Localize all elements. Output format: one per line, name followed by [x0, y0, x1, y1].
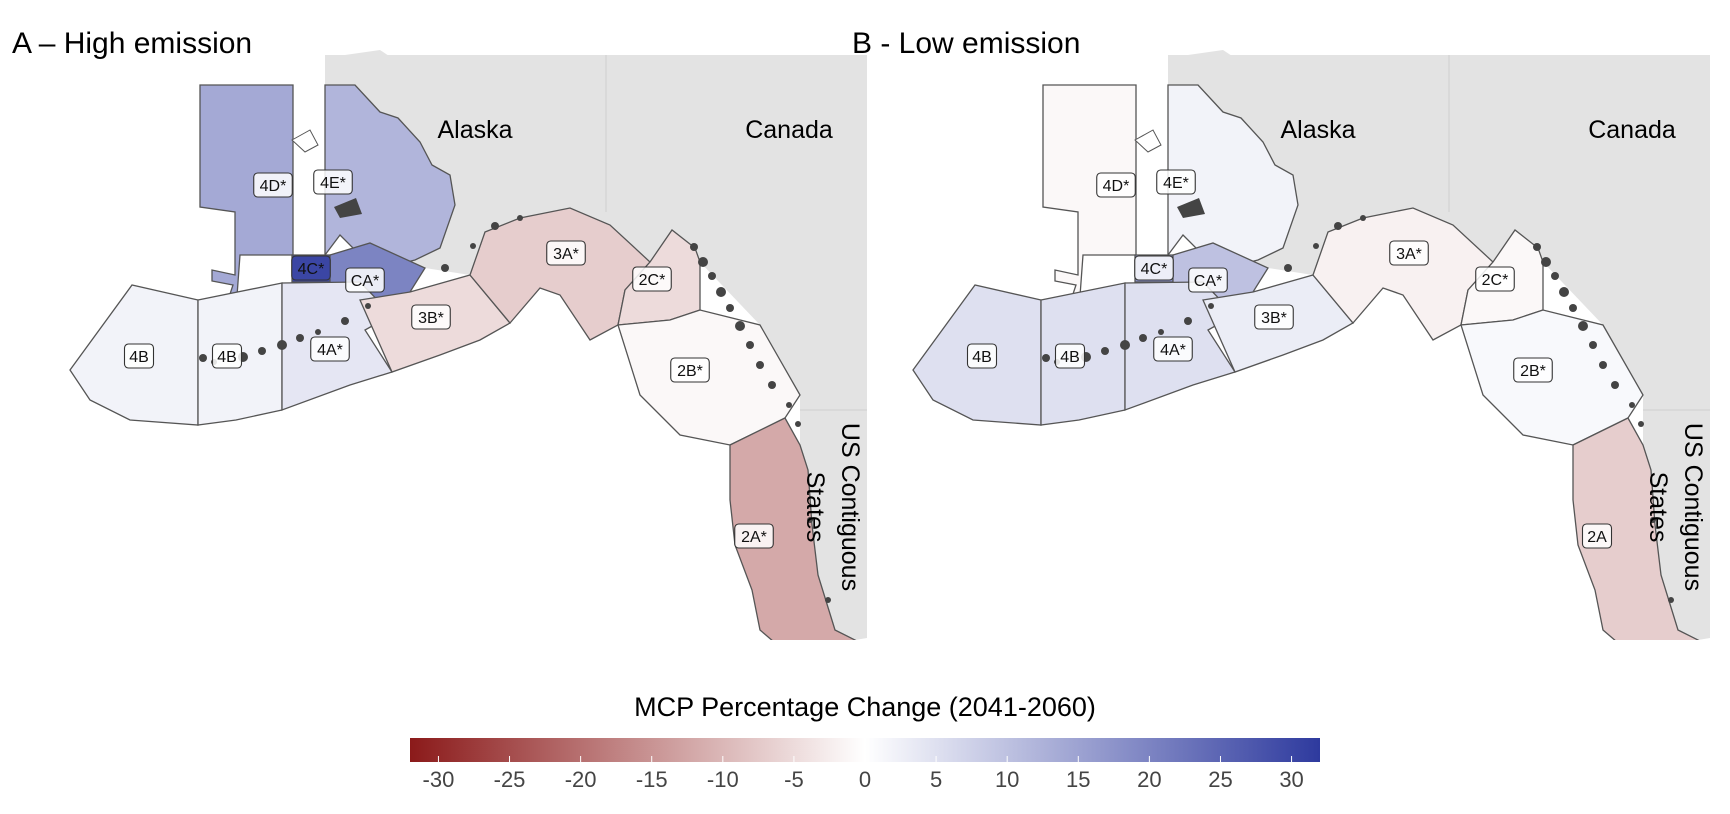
zone-2a [729, 417, 857, 640]
legend-tick-label: -25 [494, 767, 526, 792]
nunivak-island [1177, 198, 1205, 218]
legend-tick-label: 30 [1279, 767, 1303, 792]
legend-tick-label: 25 [1208, 767, 1232, 792]
svg-text:2C*: 2C* [639, 272, 666, 289]
map-panel-b: B - Low emission Alaska Canada US Contiguou… [852, 27, 1710, 640]
zone-label-4b-east: 4B [211, 343, 243, 369]
svg-text:4B: 4B [129, 349, 149, 366]
svg-text:4C*: 4C* [1141, 261, 1168, 278]
svg-text:4D*: 4D* [1103, 178, 1130, 195]
zone-2a [1572, 417, 1700, 640]
svg-text:3B*: 3B* [418, 310, 444, 327]
zone-label-4b-west: 4B [123, 343, 155, 369]
st-lawrence-island [291, 129, 319, 153]
chukotka-landmass [345, 50, 395, 70]
zone-label-4c: 4C* [291, 255, 331, 281]
map-panel-a: A – High emission Alaska Canada US Contiguo… [12, 27, 867, 640]
svg-text:2A: 2A [1587, 529, 1607, 546]
svg-text:2A*: 2A* [741, 529, 767, 546]
zone-label-2a: 2A [1581, 523, 1613, 549]
legend-tick-label: -15 [636, 767, 668, 792]
svg-text:4B: 4B [972, 349, 992, 366]
zone-4e [1167, 84, 1299, 271]
legend-tick-label: 20 [1137, 767, 1161, 792]
svg-text:3A*: 3A* [553, 246, 579, 263]
zone-label-2a: 2A* [734, 523, 774, 549]
svg-text:CA*: CA* [1194, 273, 1222, 290]
us-label-line-2: States [801, 472, 829, 543]
alaska-landmass [1168, 55, 1710, 640]
svg-text:3B*: 3B* [1261, 310, 1287, 327]
zone-label-4e: 4E* [1156, 169, 1196, 195]
us-label-line-1: US Contiguous [1679, 423, 1707, 591]
svg-text:4C*: 4C* [298, 261, 325, 278]
zone-label-ca: CA* [345, 267, 385, 293]
zone-label-4e: 4E* [313, 169, 353, 195]
zone-label-4b-east: 4B [1054, 343, 1086, 369]
zone-label-2b: 2B* [670, 357, 710, 383]
zone-label-3a: 3A* [1389, 240, 1429, 266]
zone-label-2c: 2C* [1475, 266, 1515, 292]
country-label-alaska: Alaska [437, 116, 512, 144]
nunivak-island [334, 198, 362, 218]
legend-ticks: -30 -25 -20 -15 -10 -5 0 5 10 15 20 25 30 [423, 756, 1304, 792]
zone-label-3b: 3B* [411, 304, 451, 330]
svg-text:4B: 4B [1060, 349, 1080, 366]
legend-tick-label: -20 [565, 767, 597, 792]
us-label-line-2: States [1644, 472, 1672, 543]
legend-title: MCP Percentage Change (2041-2060) [634, 692, 1096, 722]
svg-text:2C*: 2C* [1482, 272, 1509, 289]
country-label-canada: Canada [745, 116, 833, 144]
svg-text:4E*: 4E* [1163, 175, 1189, 192]
zone-label-4d: 4D* [253, 172, 293, 198]
zone-label-ca: CA* [1188, 267, 1228, 293]
legend-tick-label: -10 [707, 767, 739, 792]
legend-tick-label: 10 [995, 767, 1019, 792]
legend-tick-label: 0 [859, 767, 871, 792]
legend: MCP Percentage Change (2041-2060) -30 -25… [410, 692, 1320, 792]
zone-label-4b-west: 4B [966, 343, 998, 369]
zone-4d [199, 84, 294, 302]
alaska-landmass [325, 55, 867, 640]
legend-tick-label: -30 [423, 767, 455, 792]
svg-text:4E*: 4E* [320, 175, 346, 192]
legend-tick-label: 5 [930, 767, 942, 792]
zone-label-3a: 3A* [546, 240, 586, 266]
legend-tick-label: 15 [1066, 767, 1090, 792]
country-label-alaska: Alaska [1280, 116, 1355, 144]
zone-label-2b: 2B* [1513, 357, 1553, 383]
coastline [1042, 215, 1674, 603]
svg-text:2B*: 2B* [677, 363, 703, 380]
svg-text:CA*: CA* [351, 273, 379, 290]
us-label-line-1: US Contiguous [836, 423, 864, 591]
zone-label-4a: 4A* [1153, 336, 1193, 362]
svg-text:2B*: 2B* [1520, 363, 1546, 380]
panels-layer: A – High emission Alaska Canada US Contiguo… [12, 27, 1710, 640]
legend-tick-label: -5 [784, 767, 804, 792]
panel-title: B - Low emission [852, 27, 1080, 60]
zone-label-4c: 4C* [1134, 255, 1174, 281]
zone-label-4a: 4A* [310, 336, 350, 362]
zone-label-4d: 4D* [1096, 172, 1136, 198]
svg-text:4B: 4B [217, 349, 237, 366]
panel-title: A – High emission [12, 27, 252, 60]
svg-text:4D*: 4D* [260, 178, 287, 195]
svg-text:4A*: 4A* [1160, 342, 1186, 359]
zone-4e [324, 84, 456, 271]
zone-4d [1042, 84, 1137, 302]
svg-text:4A*: 4A* [317, 342, 343, 359]
zone-label-2c: 2C* [632, 266, 672, 292]
chukotka-landmass [1188, 50, 1238, 70]
country-label-canada: Canada [1588, 116, 1676, 144]
st-lawrence-island [1134, 129, 1162, 153]
svg-text:3A*: 3A* [1396, 246, 1422, 263]
zone-label-3b: 3B* [1254, 304, 1294, 330]
